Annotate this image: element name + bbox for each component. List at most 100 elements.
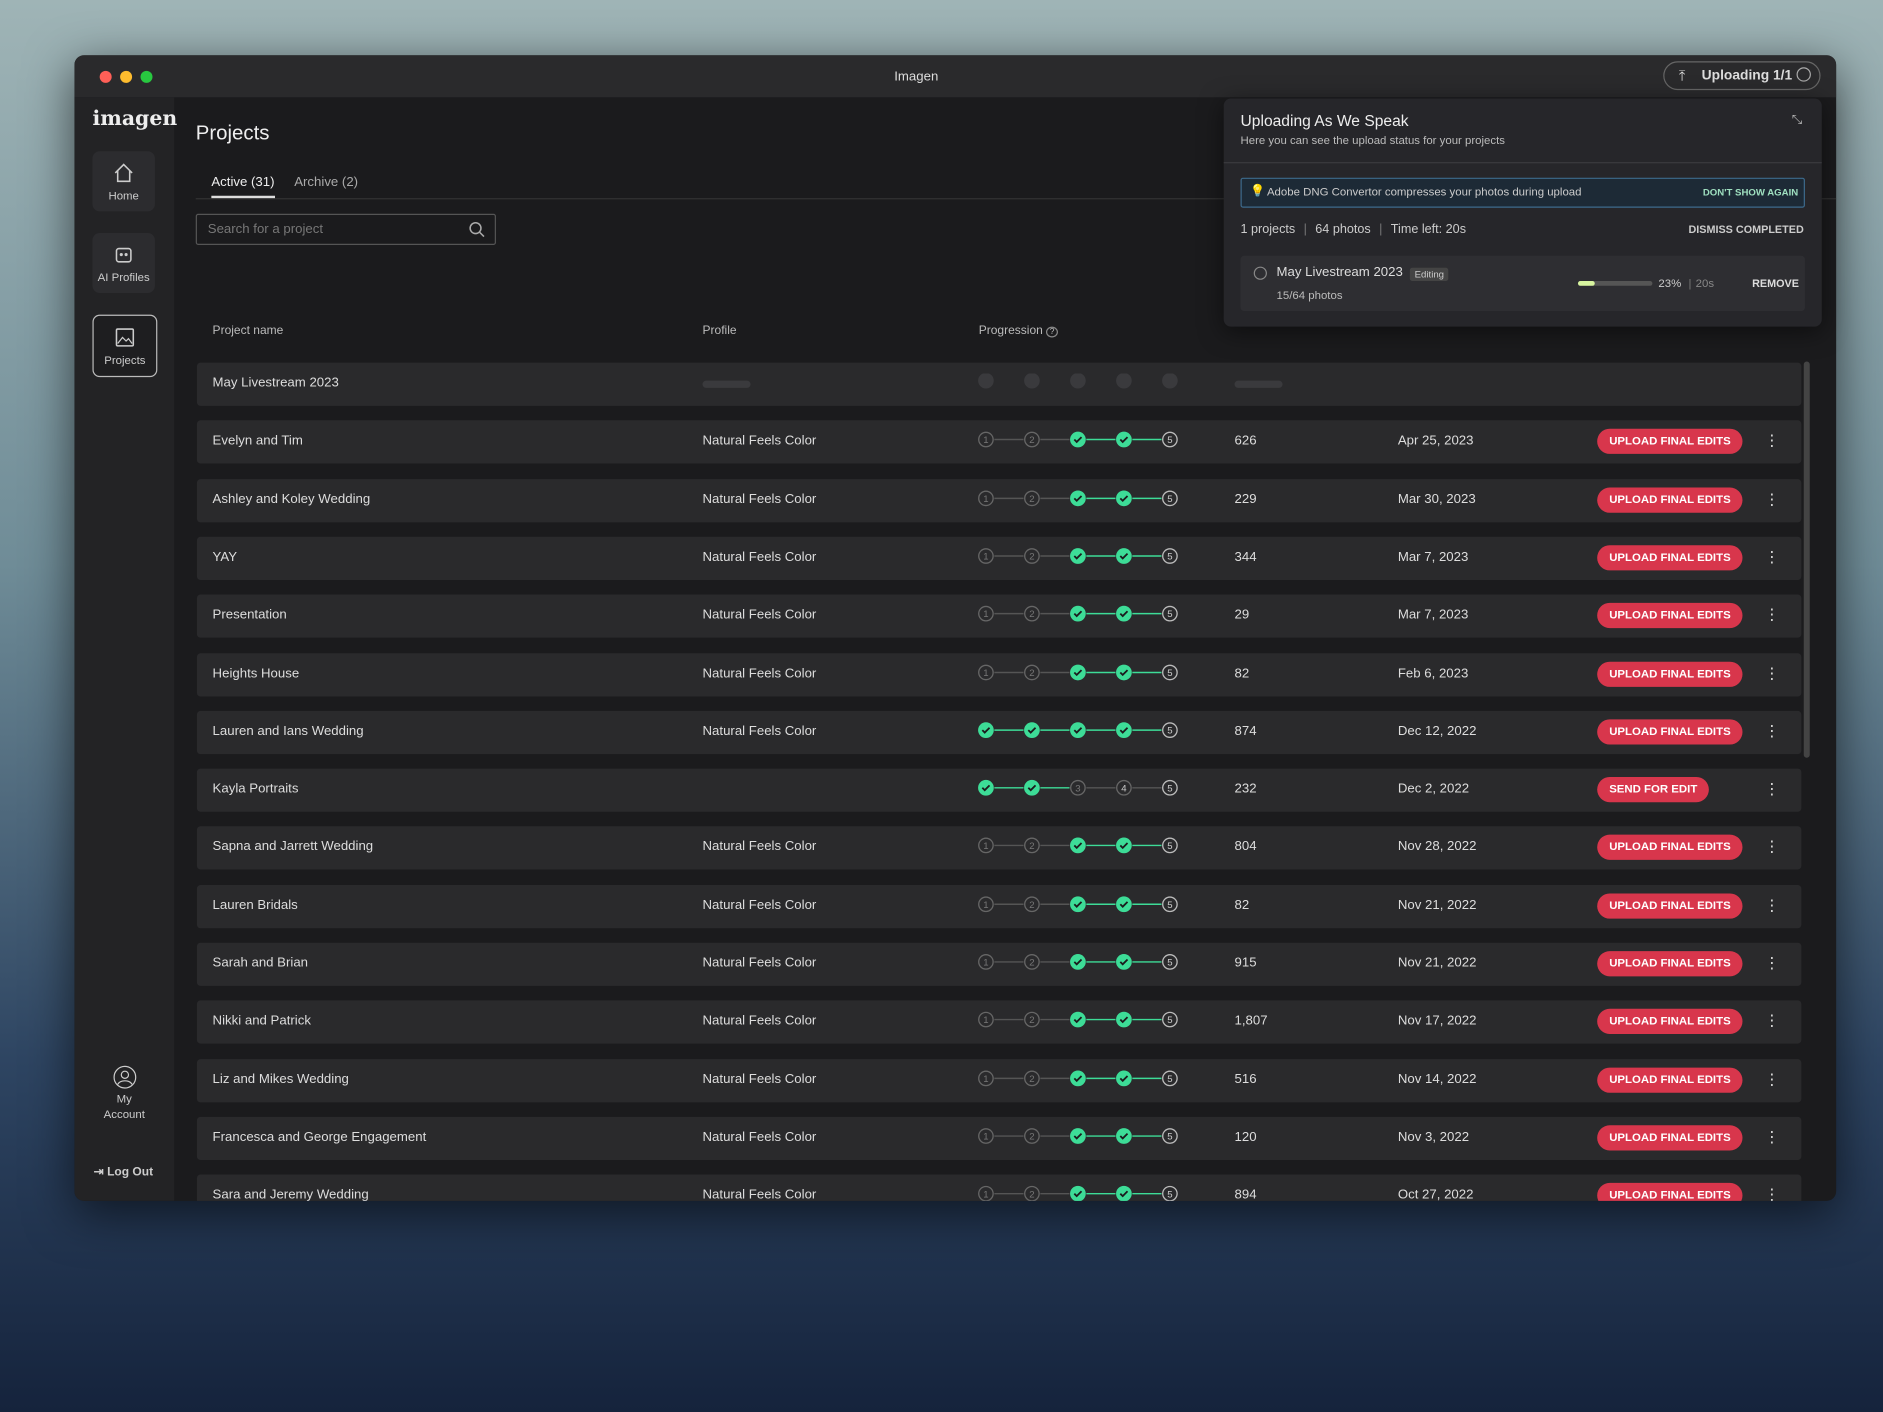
action-button[interactable]: UPLOAD FINAL EDITS bbox=[1597, 719, 1743, 745]
more-menu[interactable]: ⋮ bbox=[1764, 895, 1780, 914]
action-button[interactable]: UPLOAD FINAL EDITS bbox=[1597, 1009, 1743, 1035]
profile: Natural Feels Color bbox=[702, 549, 817, 565]
account-label: Account bbox=[103, 1108, 145, 1122]
project-row[interactable]: Sara and Jeremy Wedding Natural Feels Col… bbox=[196, 1174, 1802, 1201]
project-row[interactable]: Lauren and Ians Wedding Natural Feels Col… bbox=[196, 710, 1802, 754]
dismiss[interactable]: DISMISS COMPLETED bbox=[1688, 223, 1804, 236]
nav-label: Home bbox=[108, 189, 139, 203]
account[interactable]: My Account bbox=[74, 1065, 174, 1122]
project-row[interactable]: Sarah and Brian Natural Feels Color 1 2 5 915… bbox=[196, 942, 1802, 986]
more-menu[interactable]: ⋮ bbox=[1764, 489, 1780, 508]
more-menu[interactable]: ⋮ bbox=[1764, 1185, 1780, 1201]
logout[interactable]: ⇥ Log Out bbox=[93, 1166, 154, 1180]
action-button[interactable]: UPLOAD FINAL EDITS bbox=[1597, 1183, 1743, 1201]
skeleton bbox=[1234, 380, 1283, 388]
more-menu[interactable]: ⋮ bbox=[1764, 663, 1780, 682]
step-number: 5 bbox=[1167, 1132, 1172, 1143]
check bbox=[1119, 436, 1129, 444]
more-menu[interactable]: ⋮ bbox=[1764, 1127, 1780, 1146]
more-menu[interactable]: ⋮ bbox=[1764, 1069, 1780, 1088]
check bbox=[1073, 436, 1083, 444]
profile: Natural Feels Color bbox=[702, 1013, 817, 1029]
tab[interactable]: Active (31) bbox=[211, 175, 275, 199]
action-button[interactable]: UPLOAD FINAL EDITS bbox=[1597, 893, 1743, 919]
project-name: Sara and Jeremy Wedding bbox=[212, 1187, 369, 1201]
check bbox=[1119, 900, 1129, 908]
tab[interactable]: Archive (2) bbox=[294, 175, 359, 190]
more-menu[interactable]: ⋮ bbox=[1764, 953, 1780, 972]
action-button[interactable]: UPLOAD FINAL EDITS bbox=[1597, 1067, 1743, 1093]
step bbox=[1162, 1186, 1178, 1201]
step bbox=[978, 548, 994, 564]
action-button[interactable]: UPLOAD FINAL EDITS bbox=[1597, 487, 1743, 513]
more-menu[interactable]: ⋮ bbox=[1764, 431, 1780, 450]
project-name: Francesca and George Engagement bbox=[212, 1129, 427, 1145]
step-number: 5 bbox=[1167, 551, 1172, 562]
column-header: Progression ? bbox=[979, 324, 1059, 338]
nav-item[interactable]: AI Profiles bbox=[92, 232, 155, 294]
search[interactable]: Search for a project bbox=[195, 213, 496, 245]
more-menu[interactable]: ⋮ bbox=[1764, 1011, 1780, 1030]
step-number: 5 bbox=[1167, 958, 1172, 969]
project-row[interactable]: Evelyn and Tim Natural Feels Color 1 2 5 626 A… bbox=[196, 420, 1802, 464]
project-row[interactable]: May Livestream 2023 bbox=[196, 362, 1802, 406]
action-button[interactable]: UPLOAD FINAL EDITS bbox=[1597, 545, 1743, 571]
step bbox=[1162, 664, 1178, 680]
more-menu[interactable]: ⋮ bbox=[1764, 779, 1780, 798]
more-menu[interactable]: ⋮ bbox=[1764, 837, 1780, 856]
profile: Natural Feels Color bbox=[702, 723, 817, 739]
action-button[interactable]: UPLOAD FINAL EDITS bbox=[1597, 603, 1743, 629]
project-row[interactable]: Heights House Natural Feels Color 1 2 5 82 Feb… bbox=[196, 652, 1802, 696]
notice-action[interactable]: DON'T SHOW AGAIN bbox=[1702, 187, 1799, 199]
date: Nov 21, 2022 bbox=[1397, 955, 1477, 971]
step bbox=[1024, 664, 1040, 680]
action-button[interactable]: UPLOAD FINAL EDITS bbox=[1597, 835, 1743, 861]
action-button[interactable]: UPLOAD FINAL EDITS bbox=[1597, 951, 1743, 977]
project-row[interactable]: Kayla Portraits 3 4 5 232 Dec 2, 2022 SEND FOR… bbox=[196, 768, 1802, 812]
project-row[interactable]: Ashley and Koley Wedding Natural Feels Co… bbox=[196, 478, 1802, 522]
zoom[interactable] bbox=[140, 70, 153, 83]
remove[interactable]: REMOVE bbox=[1752, 277, 1799, 290]
step-number: 1 bbox=[983, 841, 988, 852]
action-button[interactable]: UPLOAD FINAL EDITS bbox=[1597, 1125, 1743, 1151]
nav-item[interactable]: Home bbox=[92, 151, 155, 212]
more-menu[interactable]: ⋮ bbox=[1764, 547, 1780, 566]
close[interactable] bbox=[99, 70, 112, 83]
project-row[interactable]: Sapna and Jarrett Wedding Natural Feels C… bbox=[196, 826, 1802, 870]
more-menu[interactable]: ⋮ bbox=[1764, 605, 1780, 624]
item-name: May Livestream 2023 bbox=[1276, 265, 1403, 280]
progression: 1 2 5 bbox=[978, 954, 1178, 970]
project-row[interactable]: YAY Natural Feels Color 1 2 5 344 Mar 7, 2023 U… bbox=[196, 536, 1802, 580]
step-number: 1 bbox=[983, 1132, 988, 1143]
project-row[interactable]: Francesca and George Engagement Natural F… bbox=[196, 1116, 1802, 1160]
progression: 1 2 5 bbox=[978, 1012, 1178, 1028]
action-button[interactable]: SEND FOR EDIT bbox=[1597, 777, 1710, 803]
more-menu[interactable]: ⋮ bbox=[1764, 721, 1780, 740]
skeleton-dot bbox=[1024, 373, 1040, 389]
window-title: Imagen bbox=[894, 69, 939, 85]
item-badge: Editing bbox=[1409, 267, 1449, 282]
main: Projects Search for a project Active (31… bbox=[174, 97, 1837, 1201]
upload-button[interactable]: ⤒ Uploading 1/1 bbox=[1663, 61, 1821, 91]
minimize[interactable] bbox=[120, 70, 133, 83]
project-row[interactable]: Liz and Mikes Wedding Natural Feels Color… bbox=[196, 1058, 1802, 1102]
step bbox=[978, 664, 994, 680]
nav-item[interactable]: Projects bbox=[92, 314, 158, 378]
project-row[interactable]: Nikki and Patrick Natural Feels Color 1 2 5 1… bbox=[196, 1000, 1802, 1044]
column-header: Profile bbox=[702, 324, 737, 338]
check bbox=[1073, 494, 1083, 502]
check bbox=[1119, 726, 1129, 734]
action-button[interactable]: UPLOAD FINAL EDITS bbox=[1597, 661, 1743, 687]
title-bar: Imagen ⤒ Uploading 1/1 bbox=[74, 55, 1837, 98]
step bbox=[978, 1070, 994, 1086]
check bbox=[1119, 1074, 1129, 1082]
project-name: YAY bbox=[212, 549, 238, 565]
collapse[interactable]: ⤡ bbox=[1791, 112, 1803, 128]
action-button[interactable]: UPLOAD FINAL EDITS bbox=[1597, 429, 1743, 455]
project-row[interactable]: Presentation Natural Feels Color 1 2 5 29 Mar … bbox=[196, 594, 1802, 638]
check bbox=[981, 726, 991, 734]
project-row[interactable]: Lauren Bridals Natural Feels Color 1 2 5 82 No… bbox=[196, 884, 1802, 928]
step-number: 5 bbox=[1167, 493, 1172, 504]
check bbox=[1119, 1190, 1129, 1198]
